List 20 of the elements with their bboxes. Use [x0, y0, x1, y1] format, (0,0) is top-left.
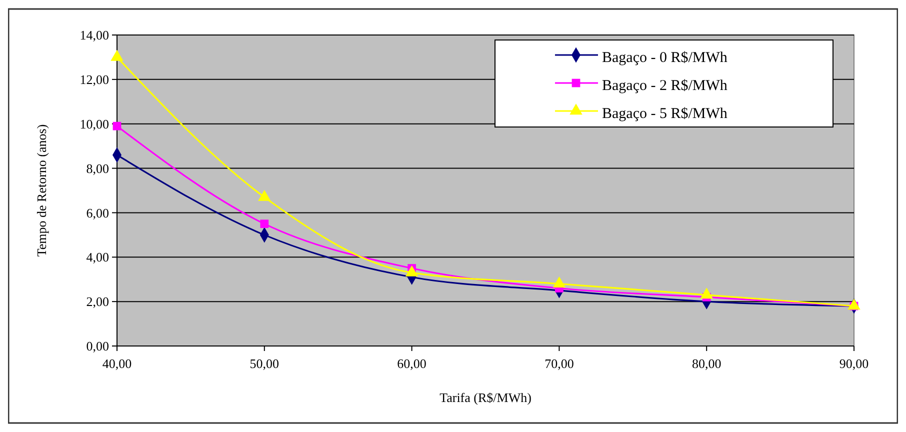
x-tick-label: 80,00	[692, 356, 722, 371]
y-tick-label: 4,00	[86, 250, 109, 265]
legend-label: Bagaço - 0 R$/MWh	[602, 50, 728, 66]
x-tick-label: 90,00	[839, 356, 869, 371]
y-tick-label: 0,00	[86, 338, 109, 354]
x-tick-label: 50,00	[250, 356, 280, 371]
x-axis-title: Tarifa (R$/MWh)	[440, 390, 532, 405]
x-tick-label: 70,00	[544, 356, 574, 371]
y-tick-label: 10,00	[80, 116, 109, 132]
legend-label: Bagaço - 2 R$/MWh	[602, 78, 728, 94]
y-tick-label: 6,00	[86, 205, 109, 220]
y-axis-title: Tempo de Retorno (anos)	[34, 124, 49, 257]
point	[260, 220, 269, 228]
y-tick-label: 8,00	[86, 160, 109, 176]
y-tick-label: 14,00	[80, 28, 109, 43]
x-tick-label: 60,00	[397, 356, 426, 371]
y-tick-label: 12,00	[80, 72, 109, 87]
x-tick-label: 40,00	[102, 356, 132, 371]
legend-label: Bagaço - 5 R$/MWh	[602, 106, 728, 122]
y-tick-label: 2,00	[86, 294, 109, 310]
